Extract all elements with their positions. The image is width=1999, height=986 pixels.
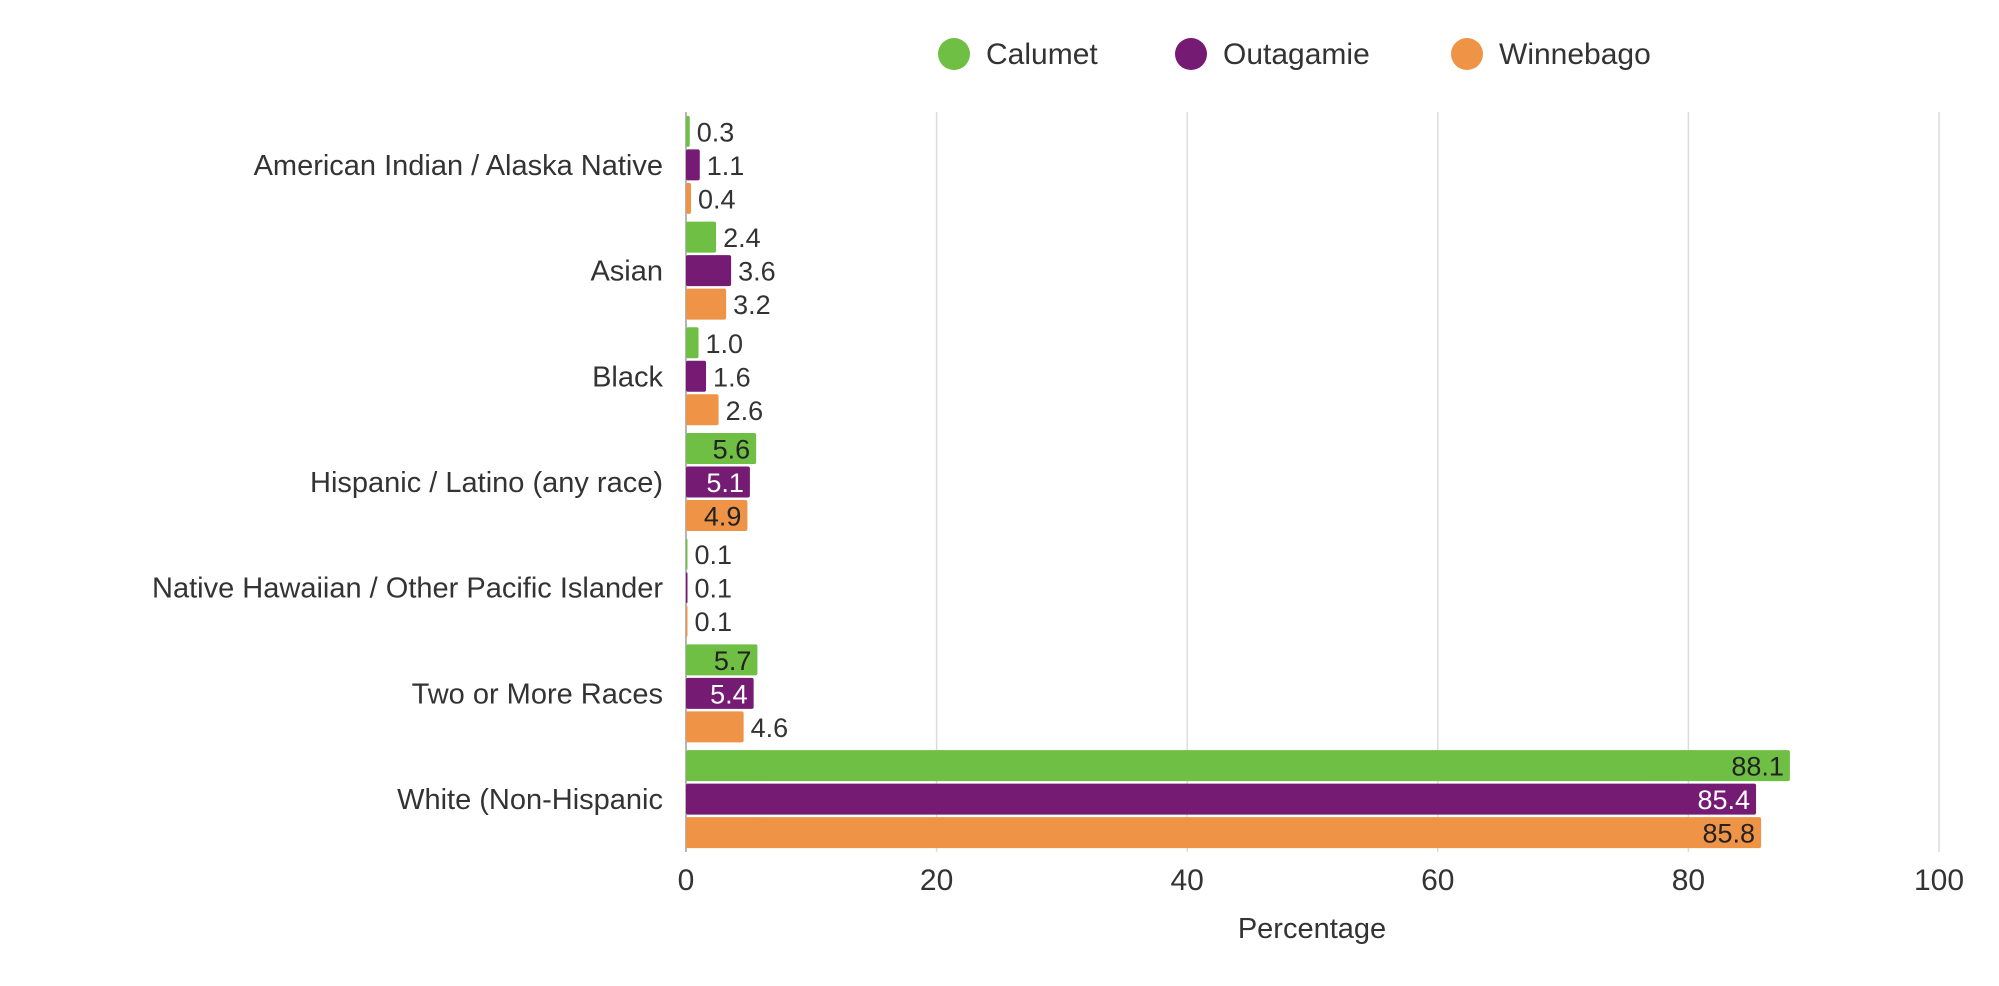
category-label: Two or More Races: [412, 678, 663, 710]
bar-outagamie: [686, 149, 700, 181]
bar-winnebago: [686, 711, 744, 743]
bar-winnebago: [686, 605, 688, 637]
category-label: Black: [592, 361, 663, 393]
legend-label: Outagamie: [1223, 38, 1370, 71]
bar-calumet: [686, 115, 690, 147]
bar-calumet: [686, 327, 699, 359]
data-label: 4.9: [704, 502, 742, 532]
bar-winnebago: [686, 288, 727, 320]
data-label: 5.6: [713, 435, 751, 465]
x-tick-label: 0: [678, 864, 695, 897]
data-label: 1.1: [707, 151, 745, 181]
data-label: 1.6: [713, 362, 751, 392]
data-label: 5.7: [714, 646, 752, 676]
x-tick-label: 100: [1914, 864, 1964, 897]
data-label: 3.2: [733, 290, 771, 320]
gridlines: [685, 112, 1940, 852]
bar-winnebago: [686, 394, 719, 426]
category-label: Hispanic / Latino (any race): [310, 467, 663, 499]
x-tick-label: 20: [920, 864, 953, 897]
x-tick-label: 40: [1171, 864, 1204, 897]
legend-marker-winnebago: [1451, 38, 1483, 70]
data-label: 0.1: [695, 540, 733, 570]
bar-outagamie: [686, 677, 754, 709]
bars: 0.31.10.42.43.63.21.01.62.65.65.14.90.10…: [686, 115, 1790, 849]
bar-outagamie: [686, 783, 1757, 815]
bar-calumet: [686, 221, 717, 253]
bar-winnebago: [686, 500, 748, 531]
category-label: Asian: [590, 256, 663, 288]
data-label: 0.3: [697, 117, 735, 147]
bar-calumet: [686, 644, 758, 676]
data-label: 0.4: [698, 184, 736, 214]
data-label: 85.8: [1703, 819, 1756, 849]
category-label: Native Hawaiian / Other Pacific Islander: [152, 573, 663, 605]
data-label: 4.6: [751, 713, 789, 743]
x-tick-labels: 0 20 40 60 80 100: [678, 864, 1964, 897]
legend-label: Calumet: [986, 38, 1098, 71]
data-label: 5.1: [706, 468, 744, 498]
bar-calumet: [686, 750, 1790, 782]
bar-outagamie: [686, 466, 750, 498]
data-label: 5.4: [710, 679, 748, 709]
bar-outagamie: [686, 360, 707, 392]
bar-calumet: [686, 433, 757, 464]
bar-winnebago: [686, 182, 692, 214]
legend-label: Winnebago: [1499, 38, 1651, 71]
legend-marker-calumet: [938, 38, 970, 70]
legend: Calumet Outagamie Winnebago: [938, 38, 1651, 71]
data-label: 2.4: [723, 223, 761, 253]
data-label: 85.4: [1697, 785, 1750, 815]
x-tick-label: 60: [1421, 864, 1454, 897]
bar-calumet: [686, 538, 688, 570]
category-label: White (Non-Hispanic: [397, 784, 663, 816]
bar-outagamie: [686, 255, 732, 287]
bar-winnebago: [686, 817, 1762, 849]
legend-marker-outagamie: [1175, 38, 1207, 70]
category-labels: American Indian / Alaska Native Asian Blac…: [152, 150, 663, 816]
data-label: 0.1: [695, 607, 733, 637]
data-label: 2.6: [726, 396, 764, 426]
x-tick-label: 80: [1672, 864, 1705, 897]
data-label: 0.1: [695, 574, 733, 604]
x-axis-title: Percentage: [1238, 913, 1386, 945]
data-label: 3.6: [738, 257, 776, 287]
data-label: 1.0: [706, 329, 744, 359]
bar-outagamie: [686, 572, 688, 604]
data-label: 88.1: [1731, 752, 1784, 782]
category-label: American Indian / Alaska Native: [254, 150, 663, 182]
